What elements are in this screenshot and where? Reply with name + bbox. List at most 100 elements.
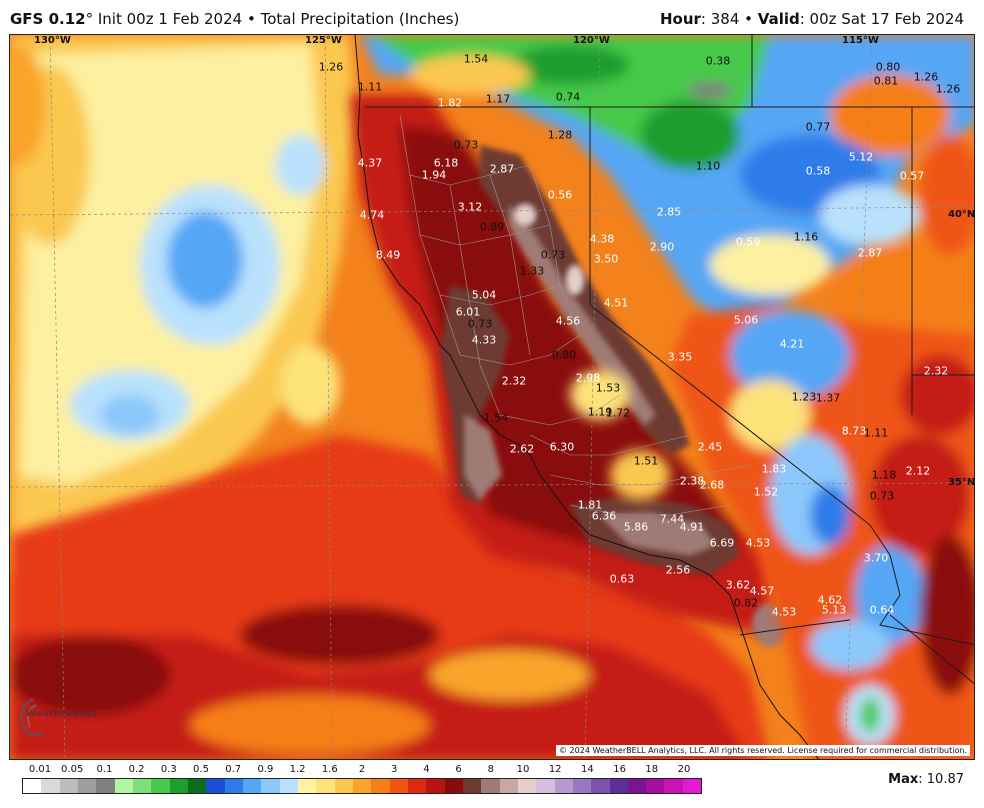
precip-value-label: 0.56 [547,188,573,202]
precip-value-label: 0.80 [875,60,901,74]
legend-tick-label: 0.3 [160,764,177,775]
legend-swatch [371,779,390,793]
legend-swatch [77,779,97,793]
degree-symbol: ° [85,10,94,28]
precip-value-label: 2.68 [699,478,725,492]
precip-value-label: 2.32 [923,364,949,378]
max-label: Max [888,772,919,787]
legend-tick-label: 18 [645,764,659,775]
precip-value-label: 2.38 [679,474,705,488]
legend-tick-label: 3 [391,764,398,775]
precip-value-label: 8.73 [841,424,867,438]
legend-swatch [664,779,683,793]
legend-tick-label: 20 [677,764,691,775]
legend-tick-label: 16 [613,764,626,775]
init-time: Init 00z 1 Feb 2024 [97,10,243,28]
valid-value: : 00z Sat 17 Feb 2024 [799,10,964,28]
legend-tick-label: 0.05 [61,764,84,775]
precip-value-label: 1.54 [463,52,489,66]
precip-value-label: 3.62 [725,578,751,592]
precip-value-label: 2.90 [649,240,675,254]
legend-swatch [682,779,702,793]
legend-swatch [334,779,353,793]
legend-tick-label: 8 [487,764,494,775]
precip-value-label: 0.38 [705,54,731,68]
legend-swatch [591,779,610,793]
legend-tick-label: 1.2 [289,764,306,775]
precip-value-label: 3.35 [667,350,693,364]
title-right: Hour: 384 • Valid: 00z Sat 17 Feb 2024 [660,10,964,28]
legend-swatch [206,779,225,793]
precip-value-label: 1.16 [793,230,819,244]
legend-tick-label: 0.1 [96,764,113,775]
precip-value-label: 1.54 [483,411,509,425]
legend-tick-label: 0.2 [128,764,145,775]
precip-value-label: 4.53 [745,536,771,550]
precip-value-label: 5.12 [848,150,874,164]
precip-value-label: 4.38 [589,232,615,246]
precip-value-label: 1.17 [485,92,511,106]
precip-value-label: 0.64 [869,603,895,617]
legend-tick-labels: 0.01 0.05 0.1 0.2 0.3 0.5 0.7 0.9 1.2 1.6 2 3 4 6 8 10 1… [22,764,702,778]
precip-value-label: 6.18 [433,156,459,170]
precip-value-label: 1.94 [421,168,447,182]
lon-label-120w: 120°W [573,35,610,46]
legend-swatch [132,779,152,793]
precip-value-label: 0.58 [805,164,831,178]
precip-value-label: 2.98 [575,371,601,385]
precip-value-label: 5.06 [733,313,759,327]
precip-value-label: 1.19 [587,405,613,419]
precip-value-label: 1.11 [357,80,383,94]
precip-value-label: 1.18 [871,468,897,482]
legend-swatch [187,779,207,793]
legend-swatch [444,779,463,793]
precip-value-label: 4.57 [749,584,775,598]
legend-swatch [352,779,372,793]
precip-value-label: 0.74 [555,90,581,104]
precip-value-label: 4.62 [817,593,843,607]
legend-tick-label: 2 [358,764,366,775]
legend-swatch [481,779,500,793]
precip-value-label: 4.37 [357,156,383,170]
legend-swatch [242,779,262,793]
separator: • [246,10,256,28]
legend-swatch [389,779,408,793]
precip-value-label: 0.73 [540,248,566,262]
precip-value-label: 3.12 [457,200,483,214]
precip-value-label: 4.21 [779,337,805,351]
legend-swatch [536,779,555,793]
precip-value-label: 0.89 [479,220,505,234]
axis-value-label: 1.26 [318,60,344,74]
precip-value-label: 2.87 [489,162,515,176]
legend-tick-label: 0.5 [193,764,209,775]
legend-swatch [59,779,78,793]
precip-value-label: 1.82 [437,96,463,110]
precip-value-label: 1.52 [753,485,779,499]
max-number: : 10.87 [918,772,964,787]
legend-swatch [279,779,298,793]
precip-value-label: 4.91 [679,520,705,534]
legend-swatch [572,779,592,793]
legend-swatch [554,779,573,793]
precip-value-label: 0.73 [453,138,479,152]
precip-value-label: 1.23 [791,390,817,404]
precip-value-label: 8.49 [375,248,401,262]
legend-tick-label: 14 [581,764,594,775]
precip-value-label: 0.81 [873,74,899,88]
lat-label-35n: 35°N [948,477,975,488]
legend-swatch [426,779,445,793]
precip-value-label: 1.28 [547,128,573,142]
legend-color-bar [22,778,702,794]
separator-2: • [744,10,753,28]
precip-value-label: 1.10 [695,159,721,173]
valid-label: Valid [757,10,800,28]
precip-value-label: 0.73 [869,489,895,503]
legend-swatch [261,779,280,793]
precip-value-label: 6.30 [549,440,575,454]
legend-swatch [169,779,188,793]
hour-label: Hour [659,10,701,28]
precip-value-label: 1.53 [595,381,621,395]
precip-value-label: 2.45 [697,440,723,454]
legend-tick-label: 0.7 [225,764,242,775]
precip-value-label: 5.04 [471,288,497,302]
